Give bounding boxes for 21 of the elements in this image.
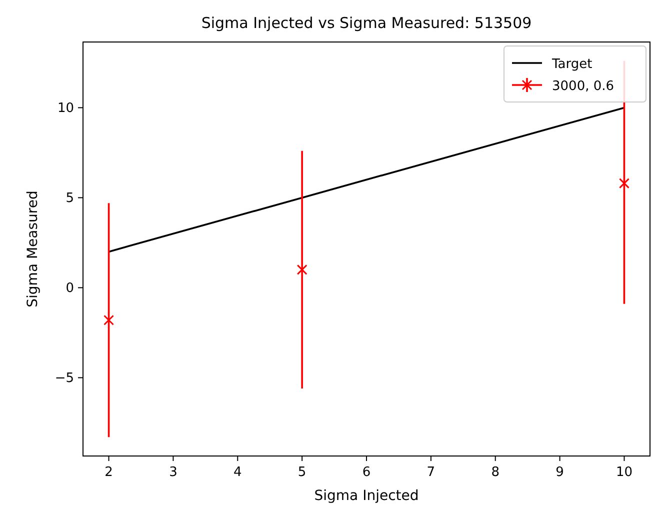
point xyxy=(104,314,114,326)
x-axis-title: Sigma Injected xyxy=(314,488,419,504)
x-tick-label: 8 xyxy=(491,465,500,480)
point xyxy=(618,178,630,189)
y-axis-title: Sigma Measured xyxy=(25,190,41,308)
legend-label: Target xyxy=(551,57,592,72)
x-tick-label: 10 xyxy=(616,465,632,480)
chart-title: Sigma Injected vs Sigma Measured: 513509 xyxy=(201,14,532,32)
y-tick-label: 0 xyxy=(66,281,74,296)
x-tick-label: 6 xyxy=(362,465,371,480)
x-tick-label: 2 xyxy=(104,465,113,480)
y-tick-label: 5 xyxy=(66,191,74,206)
x-tick-label: 7 xyxy=(426,465,436,480)
legend-label: 3000, 0.6 xyxy=(552,79,614,94)
y-tick-label: −5 xyxy=(54,371,74,386)
y-tick-label: 10 xyxy=(57,101,74,116)
x-tick-label: 9 xyxy=(556,465,564,480)
x-tick-label: 4 xyxy=(233,465,242,480)
x-tick-label: 3 xyxy=(169,465,178,480)
x-tick-label: 5 xyxy=(298,465,306,480)
point xyxy=(296,264,308,275)
